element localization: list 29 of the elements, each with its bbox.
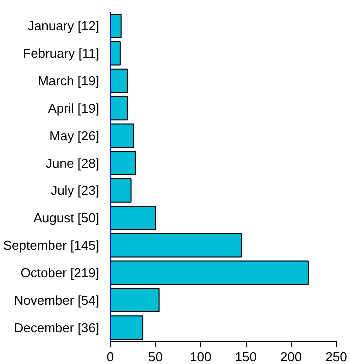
- y-tick-label: January [12]: [28, 18, 100, 34]
- bar: [110, 96, 128, 121]
- bar: [110, 288, 160, 313]
- x-tick-label: 200: [280, 350, 302, 364]
- y-tick-label: July [23]: [51, 183, 100, 198]
- bar: [110, 124, 135, 148]
- y-tick-label: June [28]: [46, 156, 100, 171]
- y-tick-label: May [26]: [50, 128, 100, 144]
- bar: [110, 14, 122, 38]
- x-tick-label: 0: [106, 350, 114, 364]
- x-tick-label: 150: [235, 350, 257, 364]
- y-tick-label: August [50]: [34, 210, 100, 226]
- x-tick-label: 100: [190, 350, 212, 364]
- y-tick-label: October [219]: [20, 265, 100, 280]
- y-tick-label: February [11]: [23, 46, 100, 62]
- y-tick-label: November [54]: [14, 292, 100, 308]
- y-tick-label: April [19]: [48, 100, 100, 116]
- bar: [110, 233, 242, 258]
- bar: [110, 151, 136, 176]
- x-tick-label: 250: [326, 350, 348, 364]
- bar: [110, 178, 132, 203]
- bar: [110, 260, 309, 286]
- bar: [110, 41, 121, 66]
- y-tick-label: March [19]: [38, 74, 100, 89]
- bar: [110, 68, 128, 94]
- y-tick-label: September [145]: [3, 238, 100, 254]
- bar: [110, 206, 156, 230]
- x-tick-label: 50: [148, 350, 163, 364]
- y-tick-label: December [36]: [14, 320, 100, 336]
